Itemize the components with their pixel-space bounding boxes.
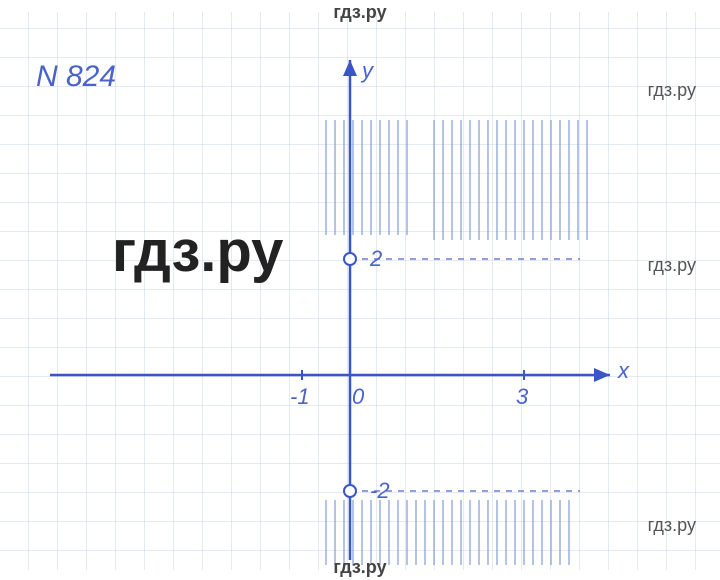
watermark-center: гдз.ру	[112, 218, 283, 285]
watermark-bottom: гдз.ру	[333, 557, 386, 578]
x-axis-label: x	[618, 358, 629, 384]
watermark-right-1: гдз.ру	[648, 80, 696, 101]
watermark-right-3: гдз.ру	[648, 515, 696, 536]
x-tick-minus1: -1	[290, 384, 310, 410]
origin-label: 0	[352, 384, 364, 410]
watermark-top: гдз.ру	[333, 2, 386, 23]
x-tick-3: 3	[516, 384, 528, 410]
problem-number: N 824	[36, 60, 116, 94]
watermark-right-2: гдз.ру	[648, 255, 696, 276]
y-axis-label: у	[362, 58, 373, 84]
page: N 824 у x -1 0 3 2 -2 гдз.ру гдз.ру гдз.…	[0, 0, 720, 580]
y-tick-minus2: -2	[370, 478, 390, 504]
y-tick-2: 2	[370, 246, 382, 272]
